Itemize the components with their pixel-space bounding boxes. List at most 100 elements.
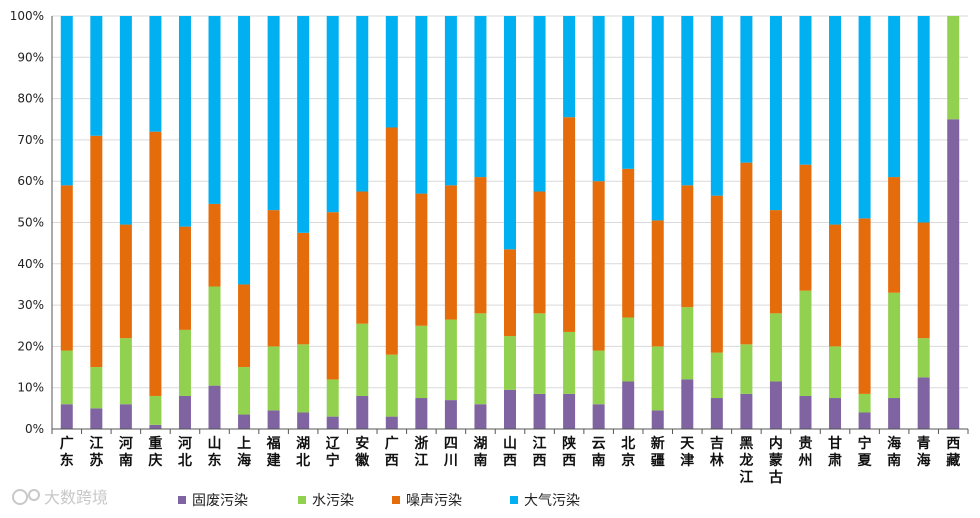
bar-segment [858,412,871,429]
bar-segment [769,313,782,382]
y-tick-label: 0% [25,422,44,436]
y-tick-label: 30% [17,298,44,312]
bar-segment [119,224,132,339]
x-category-label: 河北 [178,435,192,469]
bar-segment [622,16,635,169]
bar-segment [208,203,221,287]
legend-swatch [298,496,306,504]
bar-segment [651,410,664,429]
bar-segment [267,210,280,347]
bar-segment [622,168,635,318]
bar-segment [385,354,398,417]
bar-segment [238,414,251,429]
bar-segment [474,313,487,405]
bar-segment [681,379,694,429]
legend-label: 大气污染 [524,493,580,509]
bar-segment [90,16,103,136]
bar-segment [710,398,723,429]
x-category-label: 天津 [680,436,695,469]
bar-segment [888,177,901,293]
bar-segment [917,16,930,223]
bar-segment [651,220,664,347]
bar-segment [710,195,723,353]
bar-segment [592,350,605,405]
x-category-label: 安徽 [354,435,370,469]
bar-segment [592,404,605,429]
bar-segment [888,398,901,429]
bar-segment [563,393,576,429]
bar-segment [769,210,782,314]
legend-swatch [510,496,518,504]
x-category-label: 山西 [503,436,517,469]
bar-segment [504,16,516,250]
bar-segment [297,344,310,413]
bar-segment [444,319,457,401]
bar-segment [740,162,753,345]
bar-segment [710,16,723,196]
bar-segment [149,16,162,132]
bar-segment [651,16,664,221]
x-category-label: 辽宁 [326,436,341,469]
bar-segment [238,284,251,368]
bar-segment [415,193,428,326]
bar-segment [947,16,960,120]
bar-segment [740,393,753,429]
x-category-label: 西藏 [946,436,960,469]
bar-segment [563,117,576,332]
bar-segment [710,352,723,399]
bar-segment [740,344,753,394]
bar-segment [60,350,73,405]
bar-segment [769,381,782,429]
y-tick-label: 80% [17,92,44,106]
bar-segment [267,346,280,411]
bar-segment [474,16,487,178]
bar-segment [681,307,694,380]
x-category-label: 宁夏 [858,435,873,469]
bar-segment [829,346,842,399]
bar-segment [326,16,339,213]
watermark-logo-icon [12,489,28,505]
y-tick-label: 70% [17,133,44,147]
watermark-text: 大数跨境 [44,488,108,507]
x-category-label: 江西 [533,435,547,469]
bar-segment [504,336,516,390]
x-category-label: 重庆 [148,435,162,469]
bar-segment [90,367,103,409]
bar-segment [622,381,635,429]
bar-segment [149,424,162,429]
watermark-logo-icon-2 [28,489,40,501]
bar-segment [297,232,310,345]
bar-segment [385,127,398,355]
bar-segment [415,16,428,194]
bar-segment [947,119,960,429]
bar-segment [415,325,428,399]
bar-segment [829,16,842,225]
x-category-label: 上海 [237,436,251,469]
x-category-label: 山东 [208,436,222,469]
bar-segment [356,323,369,396]
bar-segment [504,249,516,337]
bar-segment [60,185,73,351]
y-tick-label: 60% [17,174,44,188]
bars [60,16,960,429]
bar-segment [238,367,251,415]
x-category-label: 浙江 [414,435,428,469]
bar-segment [740,16,753,163]
bar-segment [533,16,546,192]
x-category-label: 吉林 [710,435,724,469]
bar-segment [829,224,842,347]
bar-segment [208,16,221,204]
bar-segment [888,16,901,178]
y-tick-label: 100% [10,9,44,23]
bar-segment [119,404,132,429]
bar-segment [681,16,694,186]
x-category-label: 广西 [385,435,399,469]
bar-segment [504,389,516,429]
x-axis: 广东江苏河南重庆河北山东上海福建湖北辽宁安徽广西浙江四川湖南山西江西陕西云南北京… [51,428,969,486]
x-category-label: 甘肃 [828,435,842,469]
y-tick-label: 40% [17,257,44,271]
y-axis: 0% 10% 20% 30% 40% 50% 60% 70% 80% 90% 100% [10,9,53,436]
bar-segment [385,16,398,128]
bar-segment [799,164,812,291]
